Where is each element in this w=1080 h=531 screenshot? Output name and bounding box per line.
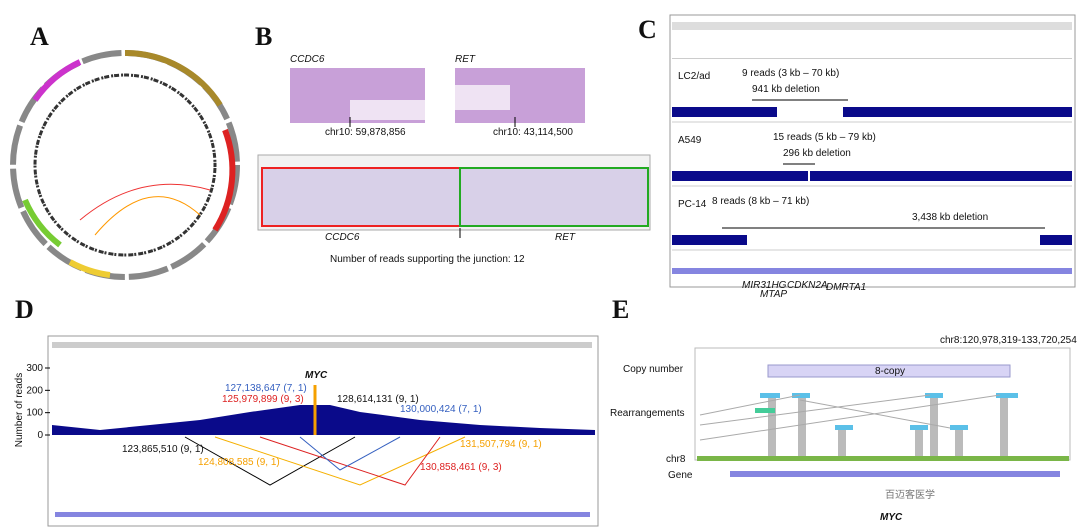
deletion-label: 3,438 kb deletion [912,212,988,223]
gene-track [672,268,1072,274]
coverage [672,171,808,181]
ideogram [52,342,592,348]
panel-c: C LC2/ad 9 reads (3 kb – 70 kb) 941 kb del… [638,14,1076,300]
breakpoint-label: 128,614,131 (9, 1) [337,394,419,405]
sample-name: PC-14 [678,199,707,210]
coverage [810,171,1072,181]
panel-d: D Number of reads 0 100 200 300 MYC 127,138… [14,295,599,527]
track-label: Rearrangements [610,408,684,419]
chrom-segment [22,198,62,248]
breakpoint-label: 127,138,647 (7, 1) [225,383,307,394]
panel-label: E [612,295,629,324]
breakpoint-label: 130,000,424 (7, 1) [400,404,482,415]
ideogram [672,22,1072,30]
rearrangement-bars [768,398,1008,456]
ideogram-ring [10,50,240,280]
breakpoint-boxes [755,393,1018,430]
sv-link [259,436,441,486]
panel-label: A [30,22,49,51]
gene-name: CDKN2A [787,280,828,291]
read-count: 9 reads (3 kb – 70 kb) [742,68,839,79]
y-axis-label: Number of reads [14,373,25,447]
coverage [1040,235,1072,245]
breakpoint-label: 124,808,585 (9, 1) [198,457,280,468]
chrom-segment [124,49,223,107]
gene-label: CCDC6 [290,54,325,65]
gene-track [55,512,590,517]
read-pileup [455,85,510,110]
chrom-segment [212,128,236,232]
breakpoint-label: 123,865,510 (9, 1) [122,444,204,455]
coverage [52,405,595,435]
y-tick-label: 100 [26,408,43,419]
separator [672,58,1072,59]
caption: Number of reads supporting the junction:… [330,254,525,265]
panel-a: A [10,22,240,280]
chrom-segment [32,59,82,102]
gene-label: RET [555,232,576,243]
breakpoint-label: 125,979,899 (9, 3) [222,394,304,405]
copy-segment [767,364,1011,378]
copy-number-track [33,73,217,257]
gene-label: RET [455,54,476,65]
tracks: LC2/ad 9 reads (3 kb – 70 kb) 941 kb delet… [672,68,1072,251]
position-label: chr10: 59,878,856 [325,127,406,138]
panel-b: B CCDC6 RET chr10: 59,878,856 chr10: 43,… [255,22,651,265]
gene-track [730,471,1060,477]
coverage [672,107,777,117]
region: chr8:120,978,319-133,720,254 [940,335,1077,346]
deletion-label: 296 kb deletion [783,148,851,159]
y-tick-label: 0 [37,430,43,441]
gene-name: MTAP [760,289,787,300]
rearrangement-link [79,183,211,221]
gene-label: MYC [305,370,328,381]
track-label: Copy number [623,364,684,375]
position-label: chr10: 43,114,500 [493,127,573,138]
chromosome [697,456,1069,461]
ret-region [459,167,649,227]
y-tick-label: 200 [26,385,43,396]
watermark: 百迈客医学 [885,488,935,501]
sample-name: LC2/ad [678,71,710,82]
read-pileup [350,100,425,120]
deletion-label: 941 kb deletion [752,84,820,95]
copy-state: 8-copy [875,366,905,377]
ccdc6-region [261,167,461,227]
chrom-segment [68,259,111,278]
breakpoint-label: 130,858,461 (9, 3) [420,462,502,473]
panel-e: E chr8:120,978,319-133,720,254 Copy numb… [610,295,1077,523]
panel-label: B [255,22,272,51]
coverage [843,107,1072,117]
gene-label: MYC [880,512,903,523]
y-tick-label: 300 [26,363,43,374]
rearrangement-link [94,196,201,236]
sample-name: A549 [678,135,702,146]
links [699,394,1001,441]
y-axis: 0 100 200 300 [26,363,50,441]
sv-link [184,436,356,486]
read-count: 15 reads (5 kb – 79 kb) [773,132,876,143]
breakpoint-label: 131,507,794 (9, 1) [460,439,542,450]
gene-name: DMRTA1 [826,282,866,293]
panel-label: D [15,295,34,324]
gene-name: MIR31HG [742,280,787,291]
panel-label: C [638,15,657,44]
gene-label: CCDC6 [325,232,360,243]
coverage [672,235,747,245]
track-label: chr8 [666,454,686,465]
igv-window [669,14,1076,288]
track-label: Gene [668,470,693,481]
sv-link [214,436,466,486]
sv-link [299,436,401,471]
read-count: 8 reads (8 kb – 71 kb) [712,196,809,207]
